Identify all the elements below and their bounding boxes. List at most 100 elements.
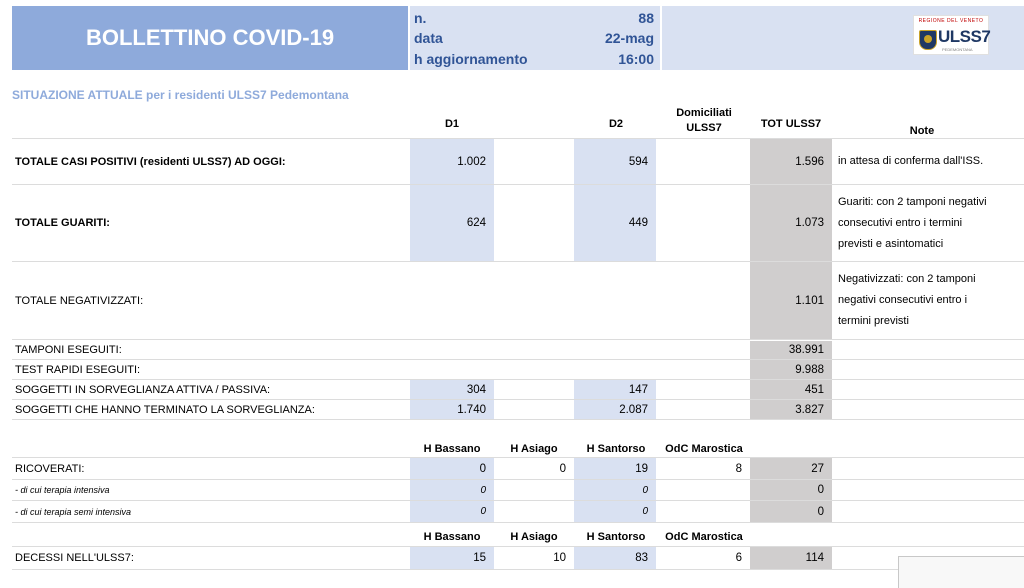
col-header-tot: TOT ULSS7: [760, 118, 822, 130]
grid-line: [12, 500, 1024, 501]
grid-line: [12, 479, 1024, 480]
bulletin-info-panel: n. 88 data 22-mag h aggiornamento 16:00: [410, 6, 660, 70]
positivi-d2: 594: [628, 155, 648, 168]
tot-column-fill: [750, 139, 832, 339]
grid-line: [12, 138, 1024, 139]
sorveglianza-tot: 451: [804, 383, 824, 396]
col-header-d2: D2: [608, 118, 624, 130]
note-line: in attesa di conferma dall'ISS.: [838, 155, 984, 167]
santorso-column-fill: [574, 458, 656, 522]
tsi-bassano: 0: [480, 506, 486, 517]
ulss7-logo: REGIONE DEL VENETO ULSS7 PEDEMONTANA: [913, 15, 991, 55]
decessi-marostica: 6: [735, 552, 742, 564]
note-line: Negativizzati: con 2 tamponi: [838, 273, 976, 285]
col-header-odc-marostica-2: OdC Marostica: [665, 531, 743, 543]
decessi-tot: 114: [805, 552, 824, 564]
note-line: consecutivi entro i termini: [838, 216, 963, 229]
ti-bassano: 0: [480, 484, 486, 496]
row-label-ricoverati: RICOVERATI:: [15, 462, 85, 475]
hosp-tot-column-fill: [750, 458, 832, 522]
guariti-d1: 624: [466, 217, 486, 229]
tsi-santorso: 0: [642, 506, 648, 517]
row-label-tamponi: TAMPONI ESEGUITI:: [15, 343, 122, 356]
ricoverati-bassano: 0: [479, 462, 486, 475]
ricoverati-asiago: 0: [559, 462, 566, 475]
decessi-asiago: 10: [553, 552, 566, 564]
col-header-h-bassano: H Bassano: [423, 443, 481, 455]
col-header-d1: D1: [444, 118, 460, 130]
note-line: Guariti: con 2 tamponi negativi: [838, 195, 987, 208]
grid-line: [12, 457, 1024, 458]
section-subtitle: SITUAZIONE ATTUALE per i residenti ULSS7…: [12, 88, 349, 102]
terminato-d2: 2.087: [619, 403, 648, 416]
col-header-h-asiago: H Asiago: [510, 443, 558, 455]
decessi-tot-fill: [750, 547, 832, 569]
tot-column-fill-lower: [750, 341, 832, 419]
col-header-h-bassano-2: H Bassano: [423, 531, 481, 543]
grid-line: [12, 261, 1024, 262]
note-line: negativi consecutivi entro i: [838, 294, 968, 306]
terminato-tot: 3.827: [795, 403, 824, 416]
grid-line: [12, 399, 1024, 400]
grid-line: [12, 359, 1024, 360]
update-time-label: h aggiornamento: [414, 51, 528, 67]
tsi-tot: 0: [817, 505, 824, 518]
row-label-terapia-semi-intensiva: - di cui terapia semi intensiva: [15, 506, 132, 517]
grid-line: [12, 379, 1024, 380]
terminato-d1: 1.740: [457, 403, 486, 416]
window-corner-overlay: [898, 556, 1024, 588]
col-header-h-santorso-2: H Santorso: [586, 531, 646, 543]
col-header-note: Note: [909, 125, 935, 137]
ti-tot: 0: [817, 484, 824, 496]
logo-text: ULSS7: [938, 27, 991, 46]
positivi-note: in attesa di conferma dall'ISS.: [834, 139, 1024, 184]
col-header-domiciliati: Domiciliati ULSS7: [676, 107, 732, 134]
number-label: n.: [414, 10, 427, 26]
ricoverati-tot: 27: [811, 462, 824, 475]
guariti-tot: 1.073: [795, 217, 824, 229]
row-label-guariti: TOTALE GUARITI:: [15, 217, 110, 229]
decessi-bassano: 15: [473, 552, 486, 564]
update-time-value: 16:00: [618, 51, 654, 67]
grid-line: [12, 184, 1024, 185]
positivi-tot: 1.596: [795, 155, 824, 168]
d1-column-fill: [410, 139, 494, 261]
positivi-d1: 1.002: [457, 155, 486, 168]
date-label: data: [414, 30, 443, 46]
col-header-h-asiago-2: H Asiago: [510, 531, 558, 543]
sorveglianza-d2: 147: [628, 383, 648, 396]
col-header-odc-marostica: OdC Marostica: [665, 443, 743, 455]
test-rapidi-tot: 9.988: [795, 363, 824, 376]
region-shield-icon: [919, 30, 937, 50]
row-label-sorveglianza: SOGGETTI IN SORVEGLIANZA ATTIVA / PASSIV…: [15, 383, 271, 396]
row-label-decessi: DECESSI NELL'ULSS7:: [15, 552, 134, 564]
guariti-note: Guariti: con 2 tamponi negativi consecut…: [834, 185, 1024, 261]
bassano-column-fill: [410, 458, 494, 522]
guariti-d2: 449: [628, 217, 648, 229]
bulletin-title: BOLLETTINO COVID-19: [12, 6, 408, 70]
decessi-bassano-fill: [410, 547, 494, 569]
row-label-negativizzati: TOTALE NEGATIVIZZATI:: [15, 294, 144, 307]
negativizzati-tot: 1.101: [795, 294, 824, 307]
grid-line: [12, 546, 1024, 547]
ti-santorso: 0: [642, 484, 648, 496]
col-header-h-santorso: H Santorso: [586, 443, 646, 455]
grid-line: [12, 419, 1024, 420]
row-label-test-rapidi: TEST RAPIDI ESEGUITI:: [15, 363, 141, 376]
number-value: 88: [638, 10, 654, 26]
tamponi-tot: 38.991: [788, 343, 824, 356]
decessi-santorso-fill: [574, 547, 656, 569]
d2-column-fill: [574, 139, 656, 261]
row-label-positivi: TOTALE CASI POSITIVI (residenti ULSS7) A…: [15, 155, 286, 168]
logo-region-text: REGIONE DEL VENETO: [918, 18, 984, 24]
decessi-santorso: 83: [635, 552, 648, 564]
row-label-terapia-intensiva: - di cui terapia intensiva: [15, 485, 110, 495]
ricoverati-santorso: 19: [635, 462, 648, 475]
ricoverati-marostica: 8: [735, 462, 742, 475]
grid-line: [12, 569, 1024, 570]
grid-line: [12, 339, 1024, 340]
row-label-terminato: SOGGETTI CHE HANNO TERMINATO LA SORVEGLI…: [15, 403, 315, 416]
grid-line: [12, 522, 1024, 523]
sorveglianza-d1: 304: [466, 383, 486, 396]
logo-subtext: PEDEMONTANA: [942, 47, 973, 52]
